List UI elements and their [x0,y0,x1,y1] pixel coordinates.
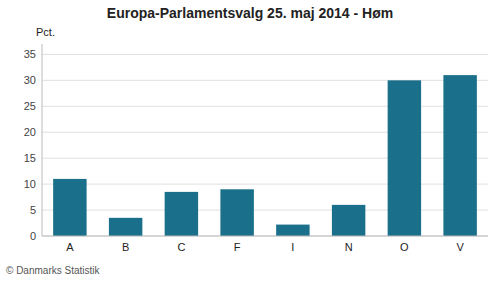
chart-svg: Europa-Parlamentsvalg 25. maj 2014 - Høm… [0,0,500,282]
grid-line [42,54,488,55]
bar [165,192,198,236]
x-axis-line [42,236,488,237]
x-tick-label: N [345,241,353,253]
y-tick-label: 5 [30,204,36,216]
y-tick-label: 30 [24,74,36,86]
x-tick-label: I [291,241,294,253]
x-tick-label: O [400,241,409,253]
x-tick-label: A [66,241,74,253]
y-tick-label: 20 [24,126,36,138]
grid-line [42,236,488,237]
title: Europa-Parlamentsvalg 25. maj 2014 - Høm [107,5,393,21]
x-axis: ABCFINOV [66,241,464,253]
bar [332,205,365,236]
x-tick-label: V [456,241,464,253]
footer-note: © Danmarks Statistik [6,265,101,276]
y-axis-line [42,44,43,236]
bar [109,218,142,236]
y-tick-label: 25 [24,100,36,112]
bar [388,80,421,236]
bars [53,75,477,236]
y-tick-label: 0 [30,230,36,242]
y-tick-label: 10 [24,178,36,190]
y-tick-label: 15 [24,152,36,164]
x-tick-label: C [177,241,185,253]
bar [53,179,86,236]
y-tick-label: 35 [24,48,36,60]
y-axis: 0 5 10 15 20 25 30 35 [24,48,488,242]
bar [220,189,253,236]
bar [443,75,476,236]
bar [276,225,309,236]
chart-container: Europa-Parlamentsvalg 25. maj 2014 - Høm… [0,0,500,282]
y-axis-label: Pct. [36,26,55,38]
x-tick-label: B [122,241,129,253]
x-tick-label: F [234,241,241,253]
